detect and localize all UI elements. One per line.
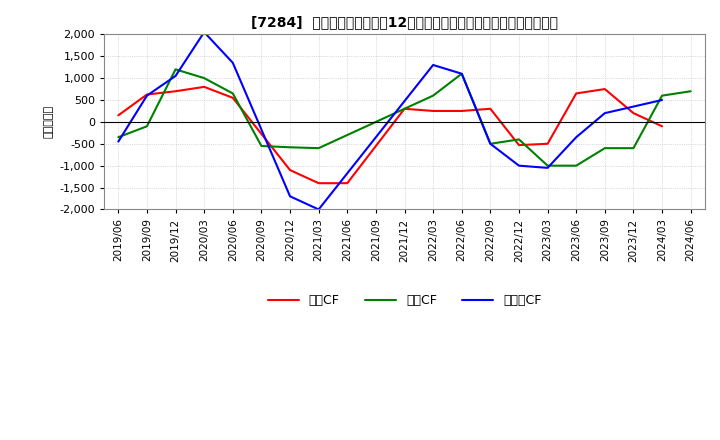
フリーCF [114,139,122,144]
営業CF [228,95,237,100]
営業CF [572,91,580,96]
投賄CF [457,71,466,77]
営業CF [114,113,122,118]
Line: 投賄CF: 投賄CF [118,70,690,166]
投賄CF [658,93,667,98]
フリーCF [572,135,580,140]
投賄CF [171,67,180,72]
フリーCF [658,97,667,103]
フリーCF [429,62,438,68]
営業CF [515,143,523,148]
投賄CF [515,137,523,142]
投賄CF [114,135,122,140]
投賄CF [572,163,580,169]
投賄CF [686,88,695,94]
投賄CF [544,163,552,169]
営業CF [171,88,180,94]
投賄CF [257,143,266,149]
営業CF [286,167,294,172]
営業CF [486,106,495,111]
フリーCF [600,110,609,116]
フリーCF [286,194,294,199]
投賄CF [486,141,495,147]
フリーCF [544,165,552,171]
投賄CF [143,124,151,129]
投賄CF [629,146,638,151]
Line: フリーCF: フリーCF [118,32,662,209]
営業CF [429,108,438,114]
営業CF [143,92,151,97]
Legend: 営業CF, 投賄CF, フリーCF: 営業CF, 投賄CF, フリーCF [263,289,546,312]
フリーCF [171,73,180,79]
営業CF [544,141,552,147]
フリーCF [457,71,466,77]
投賄CF [600,146,609,151]
営業CF [600,86,609,92]
営業CF [343,180,351,186]
営業CF [457,108,466,114]
フリーCF [200,29,209,35]
フリーCF [515,163,523,169]
営業CF [658,124,667,129]
営業CF [200,84,209,89]
Y-axis label: （百万円）: （百万円） [44,105,54,139]
投賄CF [315,146,323,151]
営業CF [629,110,638,116]
営業CF [400,106,409,111]
投賄CF [200,76,209,81]
Line: 営業CF: 営業CF [118,87,662,183]
フリーCF [629,104,638,109]
フリーCF [228,60,237,66]
投賄CF [228,91,237,96]
フリーCF [143,93,151,98]
フリーCF [315,207,323,212]
フリーCF [486,141,495,147]
投賄CF [286,145,294,150]
Title: [7284]  キャッシュフローの12か月移動合計の対前年同期増減額の推移: [7284] キャッシュフローの12か月移動合計の対前年同期増減額の推移 [251,15,558,29]
営業CF [315,180,323,186]
投賄CF [429,93,438,98]
